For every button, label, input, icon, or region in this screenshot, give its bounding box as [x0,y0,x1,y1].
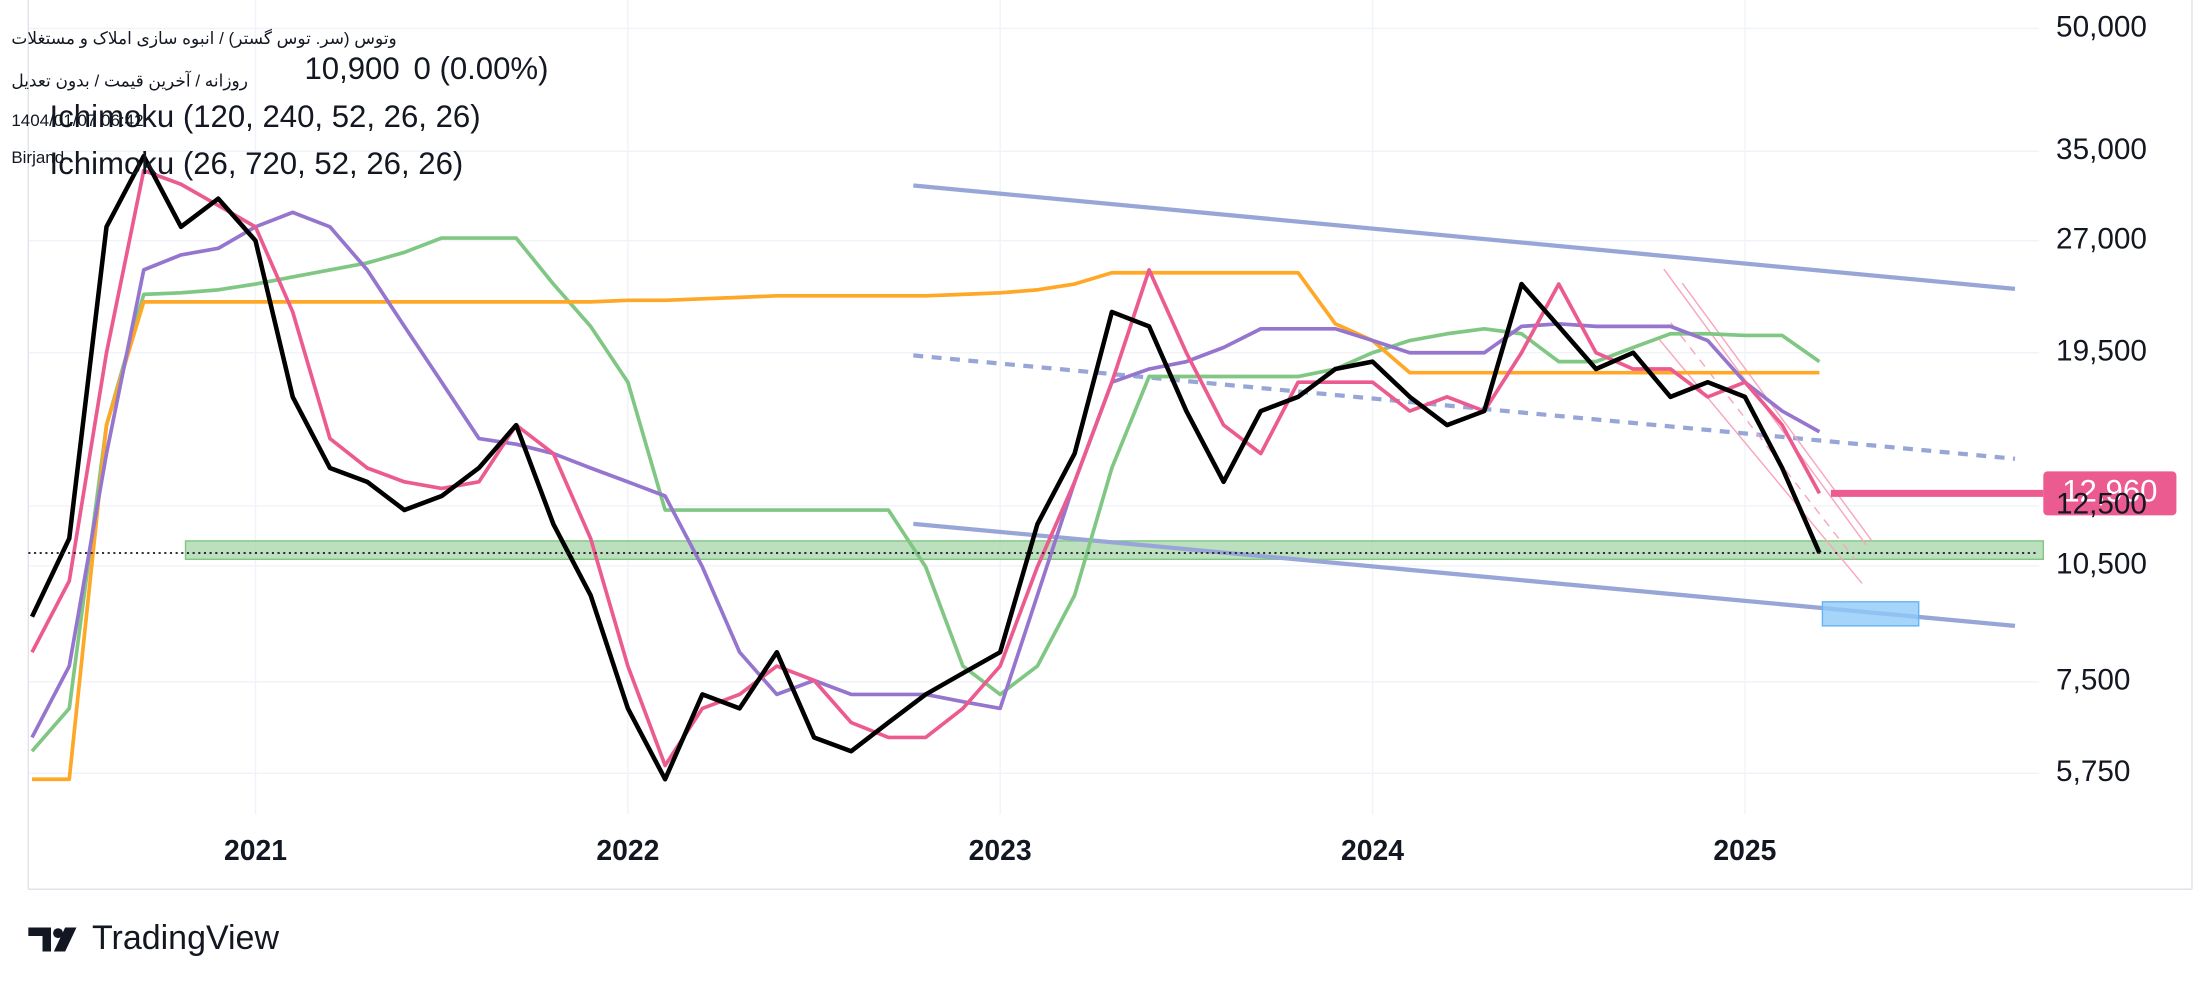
chart-title: وتوس (سر. توس گستر) / انبوه سازی املاک و… [11,28,396,48]
price-marker-box [2043,471,2177,516]
grid [28,0,2040,815]
channel-line [1681,282,1873,542]
x-tick-label: 2024 [1341,835,1404,867]
overlay: 12,960 [28,471,2177,554]
indicator-label: Ichimoku (120, 240, 52, 26, 26) [50,99,481,134]
series-line [29,153,1822,782]
x-tick-label: 2023 [969,835,1032,867]
x-tick-label: 2025 [1713,835,1776,867]
series-group [29,153,1822,782]
indicator-label: Ichimoku (26, 720, 52, 26, 26) [50,146,464,181]
price-change: 0 (0.00%) [413,51,548,86]
series-line [30,210,1821,739]
target-box [1821,601,1920,627]
series-line [32,270,1820,782]
location: Birjand [11,148,64,167]
y-tick-label: 5,750 [2056,755,2130,788]
price-marker-label: 12,960 [2062,474,2157,509]
logo: TradingView [28,919,279,957]
y-tick-label: 7,500 [2056,664,2130,697]
y-tick-label: 50,000 [2056,10,2147,43]
y-tick-label: 35,000 [2056,133,2147,166]
series-line [30,236,1821,753]
brand: TradingView [92,919,279,957]
channel-line [1659,339,1863,584]
last-price: 10,900 [304,51,399,86]
timestamp: 1404/01/07 06:42 [11,111,143,130]
logo-dot [53,928,64,939]
y-tick-label: 27,000 [2056,222,2147,255]
y-tick-label: 12,500 [2056,488,2147,521]
subtitle: روزانه / آخرین قیمت / بدون تعدیل [11,70,248,91]
logo-icon [28,927,77,952]
x-tick-label: 2021 [224,835,287,867]
channel-line [1670,322,1856,560]
y-tick-label: 19,500 [2056,335,2147,368]
trend-line-upper [913,183,2016,291]
series-line [30,168,1822,768]
y-tick-label: 10,500 [2056,548,2147,581]
x-tick-label: 2022 [596,835,659,867]
